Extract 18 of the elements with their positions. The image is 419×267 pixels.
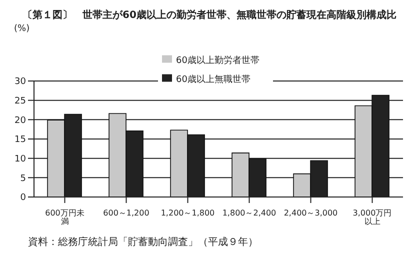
x-tick-label: 600万円未満 (45, 208, 84, 226)
x-tick-label: 3,000万円以上 (352, 208, 392, 226)
x-tick-label: 1,200～1,800 (160, 208, 215, 218)
text: 資料：総務庁統計局「貯蓄動向調査」（平成９年） (27, 236, 259, 249)
y-tick-label: 20 (14, 116, 26, 126)
y-tick-label: 30 (14, 77, 26, 88)
legend-label: 60歳以上勤労者世帯 (176, 56, 260, 66)
legend-label: 60歳以上無職世帯 (176, 75, 250, 85)
y-tick-label: 25 (14, 96, 26, 107)
y-tick-label: 5 (20, 174, 26, 184)
chart-title: 〔第１図〕 世帯主が60歳以上の勤労者世帯、無職世帯の貯蓄現在高階級別構成比 (22, 8, 398, 23)
y-axis-title: (%) (13, 24, 31, 35)
y-tick-label: 0 (20, 193, 26, 204)
x-tick-label: 600～1,200 (103, 208, 150, 218)
x-tick-label: 2,400～3,000 (284, 208, 338, 218)
y-tick-label: 10 (14, 154, 26, 165)
y-tick-label: 15 (14, 135, 26, 146)
x-tick-label: 1,800～2,400 (222, 208, 276, 218)
